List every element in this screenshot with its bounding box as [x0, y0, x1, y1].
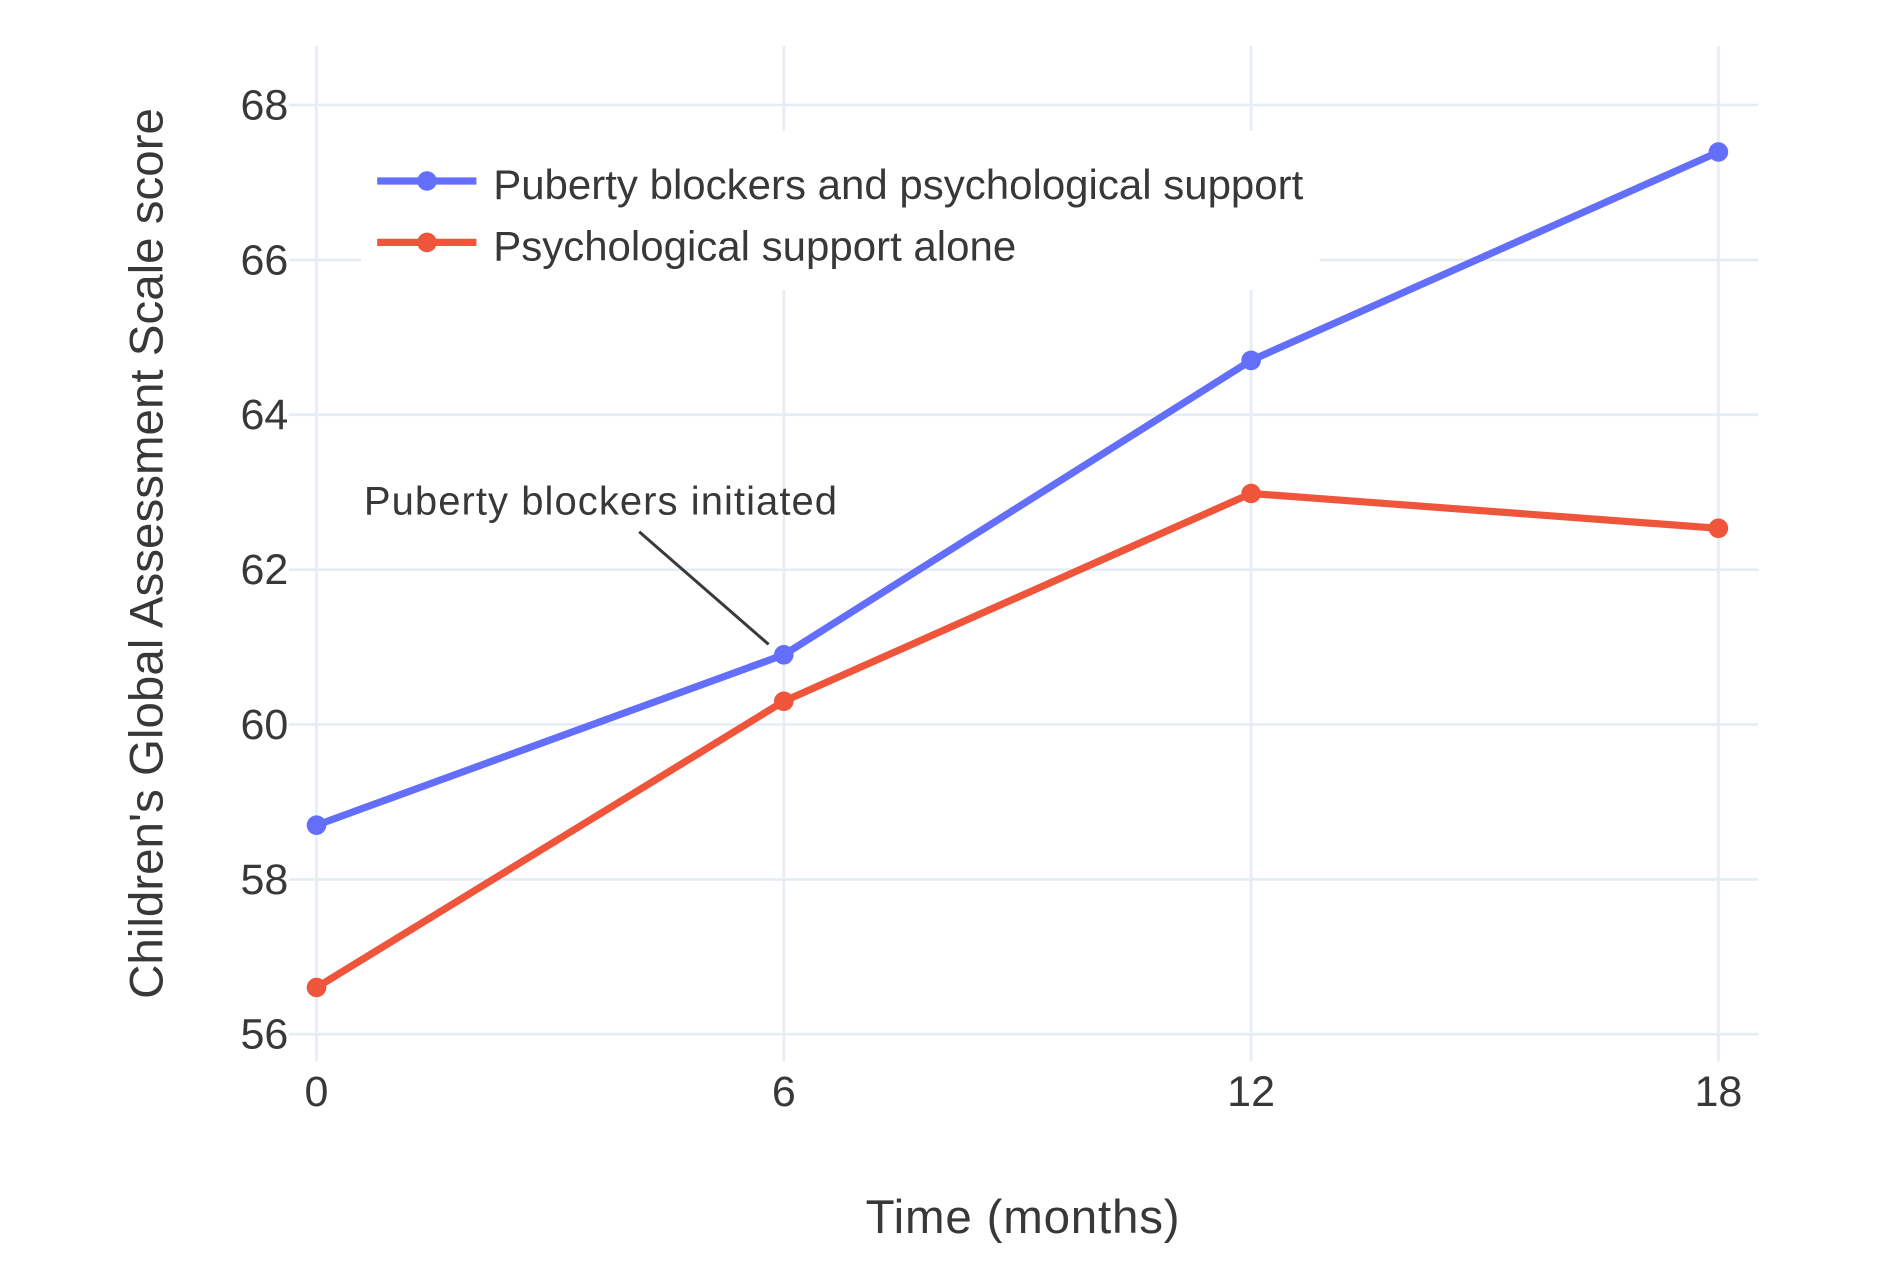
svg-text:Puberty blockers initiated: Puberty blockers initiated	[364, 480, 838, 524]
svg-text:60: 60	[240, 701, 288, 749]
svg-text:64: 64	[240, 391, 288, 439]
svg-text:Time (months): Time (months)	[866, 1191, 1181, 1244]
svg-text:6: 6	[772, 1068, 796, 1116]
svg-text:0: 0	[305, 1068, 329, 1116]
svg-text:12: 12	[1227, 1068, 1275, 1116]
svg-text:68: 68	[240, 82, 288, 130]
svg-text:58: 58	[240, 856, 288, 904]
svg-text:Children's Global Assessment S: Children's Global Assessment Scale score	[121, 108, 174, 999]
svg-text:62: 62	[240, 546, 288, 594]
svg-text:Puberty blockers and psycholog: Puberty blockers and psychological suppo…	[493, 161, 1303, 208]
svg-text:66: 66	[240, 236, 288, 284]
svg-text:56: 56	[240, 1011, 288, 1059]
svg-text:Psychological support alone: Psychological support alone	[493, 223, 1016, 270]
svg-text:18: 18	[1694, 1068, 1742, 1116]
